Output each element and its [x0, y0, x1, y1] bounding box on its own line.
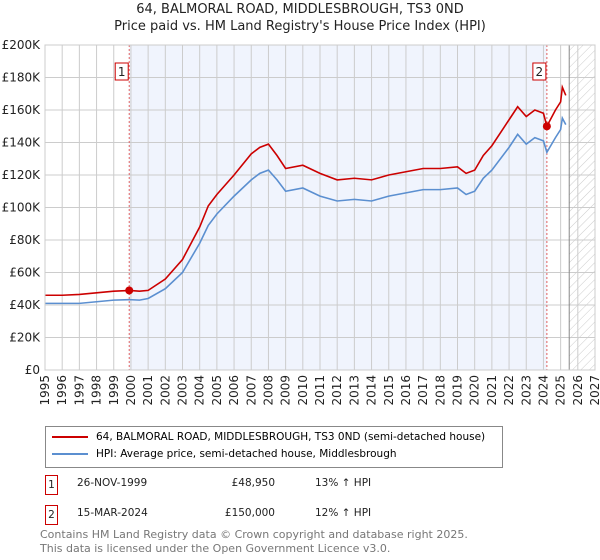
transaction-hpi: 13% ↑ HPI [315, 477, 372, 489]
y-tick-label: £120K [2, 168, 42, 182]
x-tick-label: 2021 [485, 375, 499, 406]
x-tick-label: 2019 [451, 375, 465, 406]
x-tick-label: 2013 [347, 375, 361, 406]
legend: 64, BALMORAL ROAD, MIDDLESBROUGH, TS3 0N… [45, 426, 503, 468]
chart-title: 64, BALMORAL ROAD, MIDDLESBROUGH, TS3 0N… [136, 2, 464, 17]
y-tick-label: £80K [9, 233, 41, 247]
x-tick-label: 2000 [124, 375, 138, 406]
x-tick-label: 2024 [536, 375, 550, 406]
y-tick-label: £140K [2, 136, 42, 150]
x-tick-label: 2014 [365, 375, 379, 406]
transaction-badge: 1 [45, 475, 58, 495]
legend-blue-line [52, 453, 88, 455]
y-tick-label: £20K [9, 331, 41, 345]
price-chart: £0 £20K £40K £60K £80K £100K £120K £140K £160K £1… [2, 38, 600, 406]
y-tick-label: £160K [2, 103, 42, 117]
footer: Contains HM Land Registry data © Crown c… [40, 528, 468, 556]
x-tick-label: 2001 [141, 375, 155, 406]
y-tick-label: £180K [2, 71, 42, 85]
x-tick-label: 2027 [588, 375, 600, 406]
transaction-badge: 2 [45, 505, 58, 525]
x-tick-label: 2009 [279, 375, 293, 406]
x-tick-label: 1997 [72, 375, 86, 406]
x-tick-label: 1996 [55, 375, 69, 406]
x-tick-label: 2003 [176, 375, 190, 406]
plot-border [44, 44, 596, 371]
x-tick-label: 2026 [571, 375, 585, 406]
y-tick-label: £40K [9, 298, 41, 312]
y-tick-label: £0 [25, 363, 40, 377]
x-tick-label: 2018 [433, 375, 447, 406]
property-price-line [45, 84, 567, 297]
sale-point [542, 122, 551, 131]
x-tick-label: 2002 [158, 375, 172, 406]
y-tick-label: £60K [9, 266, 41, 280]
x-tick-label: 2023 [519, 375, 533, 406]
sale-point [125, 286, 134, 295]
x-tick-label: 2007 [244, 375, 258, 406]
chart-subtitle: Price paid vs. HM Land Registry's House … [114, 19, 486, 34]
x-tick-label: 1999 [107, 375, 121, 406]
x-tick-label: 2016 [399, 375, 413, 406]
footer-copyright: Contains HM Land Registry data © Crown c… [40, 528, 468, 541]
x-tick-label: 2025 [554, 375, 568, 406]
legend-red-line [52, 436, 88, 438]
x-tick-label: 2012 [330, 375, 344, 406]
transaction-date: 15-MAR-2024 [77, 507, 148, 519]
x-tick-label: 2006 [227, 375, 241, 406]
x-tick-label: 2011 [313, 375, 327, 406]
legend-label-property: 64, BALMORAL ROAD, MIDDLESBROUGH, TS3 0N… [96, 431, 486, 443]
footer-licence: This data is licensed under the Open Gov… [40, 542, 391, 555]
transaction-date: 26-NOV-1999 [77, 477, 148, 489]
x-tick-label: 1998 [90, 375, 104, 406]
x-tick-label: 2015 [382, 375, 396, 406]
transaction-price: £150,000 [224, 507, 275, 519]
sale-badge-label: 2 [536, 65, 544, 79]
transaction-hpi: 12% ↑ HPI [315, 507, 372, 519]
hpi-line [45, 115, 567, 305]
x-tick-label: 2005 [210, 375, 224, 406]
x-tick-label: 2020 [468, 375, 482, 406]
sale-badge-label: 1 [118, 65, 126, 79]
legend-label-hpi: HPI: Average price, semi-detached house,… [96, 448, 397, 460]
sale-badge [532, 62, 547, 81]
y-tick-label: £100K [2, 201, 42, 215]
transaction-price: £48,950 [231, 477, 275, 489]
x-tick-label: 2010 [296, 375, 310, 406]
x-tick-label: 1995 [38, 375, 52, 406]
x-tick-label: 2004 [193, 375, 207, 406]
y-tick-label: £200K [2, 38, 42, 52]
x-tick-label: 2008 [261, 375, 275, 406]
x-tick-label: 2017 [416, 375, 430, 406]
sale-badge [114, 62, 129, 81]
x-tick-label: 2022 [502, 375, 516, 406]
